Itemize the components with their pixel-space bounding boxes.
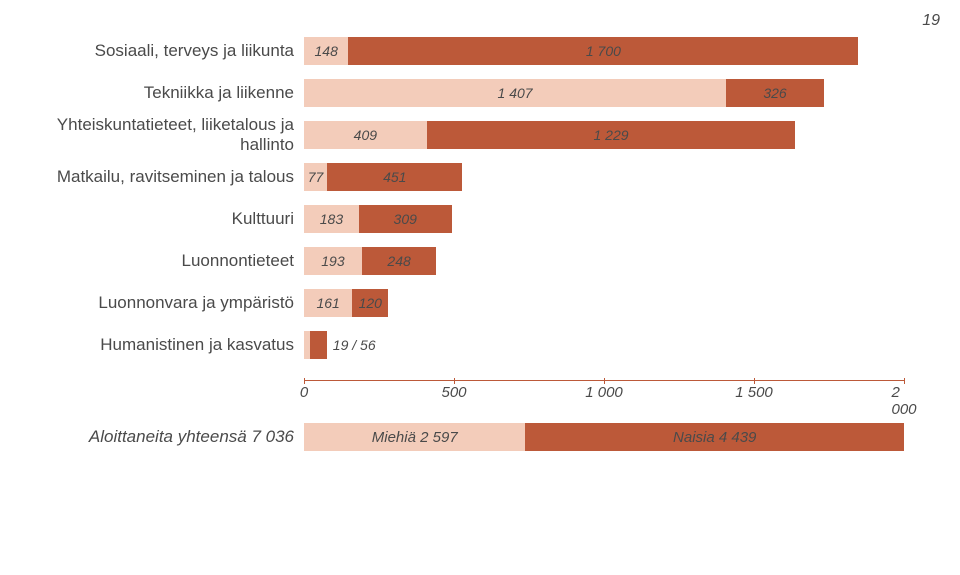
bar-segment-female: [310, 331, 327, 359]
bar-segment-female: 451: [327, 163, 462, 191]
category-label: Tekniikka ja liikenne: [0, 83, 304, 103]
bar-segment-female: 309: [359, 205, 452, 233]
bar-segment-male: 409: [304, 121, 427, 149]
bar-segment-male: 148: [304, 37, 348, 65]
chart-row: Humanistinen ja kasvatus 19 / 56: [0, 324, 960, 366]
tick-label: 2 000: [891, 384, 916, 418]
category-label: Matkailu, ravitseminen ja talous: [0, 167, 304, 187]
bar-pair: 193248: [304, 247, 436, 275]
bar-zone: 183309: [304, 198, 960, 240]
chart-row: Matkailu, ravitseminen ja talous77451: [0, 156, 960, 198]
tick-label: 500: [441, 384, 466, 401]
bar-zone: 161120: [304, 282, 960, 324]
tick-label: 1 500: [735, 384, 773, 401]
bar-pair: 19 / 56: [304, 331, 379, 359]
tick-label: 0: [300, 384, 308, 401]
chart-row: Yhteiskuntatieteet, liiketalous ja halli…: [0, 114, 960, 156]
legend-segment-female: Naisia 4 439: [525, 423, 904, 451]
bar-pair: 1 407326: [304, 79, 824, 107]
bar-pair: 161120: [304, 289, 388, 317]
bar-value-outside: 19 / 56: [327, 331, 379, 359]
bar-zone: 1481 700: [304, 30, 960, 72]
bar-segment-female: 248: [362, 247, 436, 275]
bar-segment-female: 326: [726, 79, 824, 107]
legend-segment-male: Miehiä 2 597: [304, 423, 525, 451]
bar-pair: 183309: [304, 205, 452, 233]
bar-zone: 77451: [304, 156, 960, 198]
chart-row: Sosiaali, terveys ja liikunta1481 700: [0, 30, 960, 72]
category-label: Luonnontieteet: [0, 251, 304, 271]
tick-label: 1 000: [585, 384, 623, 401]
bar-segment-male: 183: [304, 205, 359, 233]
bar-chart: Sosiaali, terveys ja liikunta1481 700Tek…: [0, 30, 960, 420]
chart-row: Luonnontieteet193248: [0, 240, 960, 282]
chart-row: Tekniikka ja liikenne1 407326: [0, 72, 960, 114]
bar-pair: 4091 229: [304, 121, 795, 149]
bar-segment-male: 1 407: [304, 79, 726, 107]
bar-zone: 4091 229: [304, 114, 960, 156]
category-label: Sosiaali, terveys ja liikunta: [0, 41, 304, 61]
page-number: 19: [922, 12, 940, 30]
category-label: Kulttuuri: [0, 209, 304, 229]
bar-segment-male: 77: [304, 163, 327, 191]
bar-zone: 1 407326: [304, 72, 960, 114]
category-label: Yhteiskuntatieteet, liiketalous ja halli…: [0, 115, 304, 155]
bar-segment-male: 193: [304, 247, 362, 275]
legend-row: Aloittaneita yhteensä 7 036 Miehiä 2 597…: [0, 420, 960, 454]
bar-pair: 77451: [304, 163, 462, 191]
bar-segment-female: 1 229: [427, 121, 796, 149]
bar-segment-female: 1 700: [348, 37, 858, 65]
bar-zone: 19 / 56: [304, 324, 960, 366]
bar-segment-female: 120: [352, 289, 388, 317]
bar-pair: 1481 700: [304, 37, 858, 65]
category-label: Luonnonvara ja ympäristö: [0, 293, 304, 313]
chart-row: Luonnonvara ja ympäristö161120: [0, 282, 960, 324]
chart-row: Kulttuuri183309: [0, 198, 960, 240]
bar-zone: 193248: [304, 240, 960, 282]
bar-segment-male: 161: [304, 289, 352, 317]
legend-total: Aloittaneita yhteensä 7 036: [0, 427, 304, 447]
x-axis: 05001 0001 5002 000: [304, 380, 904, 410]
category-label: Humanistinen ja kasvatus: [0, 335, 304, 355]
legend-bars: Miehiä 2 597Naisia 4 439: [304, 423, 960, 451]
